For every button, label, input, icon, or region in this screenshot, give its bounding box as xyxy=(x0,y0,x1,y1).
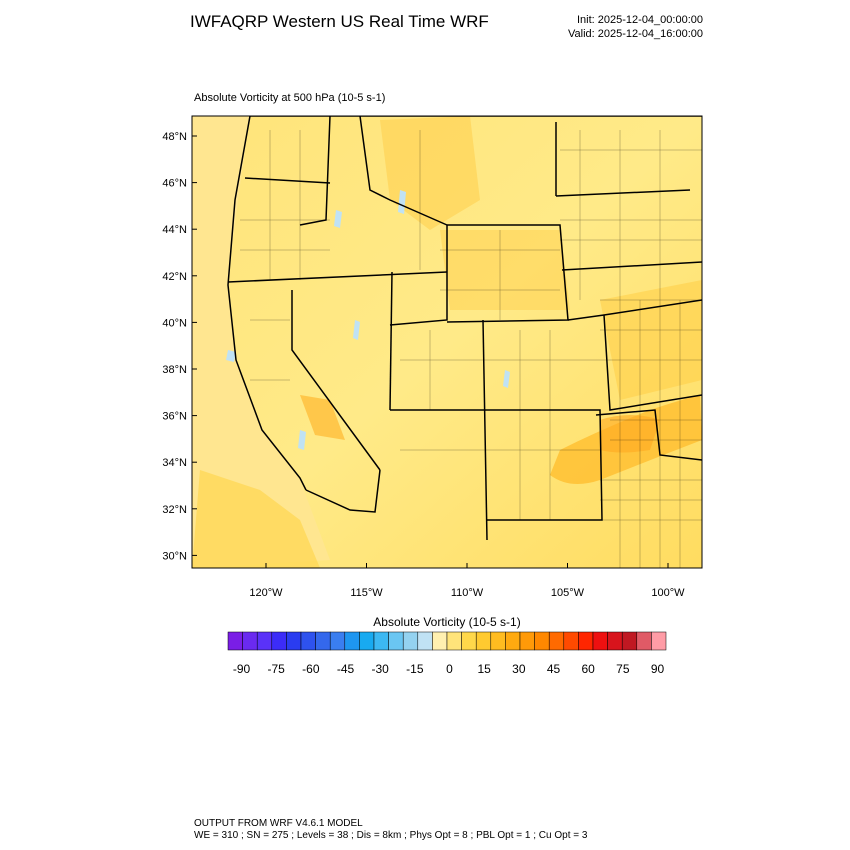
colorbar-box xyxy=(344,631,360,651)
colorbar-title: Absolute Vorticity (10-5 s-1) xyxy=(373,615,520,629)
lat-label: 40°N xyxy=(162,317,187,329)
colorbar-tick-label: -90 xyxy=(233,662,251,676)
colorbar-box xyxy=(461,631,477,651)
colorbar-box xyxy=(548,631,565,651)
lat-label: 46°N xyxy=(162,178,187,190)
init-time: Init: 2025-12-04_00:00:00 xyxy=(577,14,703,26)
colorbar-box xyxy=(563,631,579,651)
colorbar-box xyxy=(329,631,346,651)
footer-line: WE = 310 ; SN = 275 ; Levels = 38 ; Dis … xyxy=(194,830,588,841)
colorbar-box xyxy=(490,631,506,651)
lat-label: 36°N xyxy=(162,411,187,423)
colorbar-box xyxy=(607,631,623,651)
lat-label: 32°N xyxy=(162,504,187,516)
map-title: Absolute Vorticity at 500 hPa (10-5 s-1) xyxy=(194,92,385,104)
lon-label: 110°W xyxy=(451,587,484,599)
colorbar-box xyxy=(578,631,594,651)
lon-label: 115°W xyxy=(350,587,383,599)
colorbar-box xyxy=(505,631,521,651)
colorbar-tick-label: 60 xyxy=(581,662,595,676)
colorbar-tick-label: 90 xyxy=(651,662,665,676)
colorbar-box xyxy=(300,631,316,651)
colorbar-box xyxy=(315,631,331,651)
lon-label: 105°W xyxy=(551,587,585,599)
colorbar-box xyxy=(636,631,652,651)
lat-label: 42°N xyxy=(162,271,187,283)
valid-time: Valid: 2025-12-04_16:00:00 xyxy=(568,28,703,40)
colorbar-tick-label: -75 xyxy=(267,662,285,676)
colorbar-box xyxy=(519,631,535,651)
colorbar-box xyxy=(271,631,287,651)
colorbar-tick-label: -45 xyxy=(337,662,355,676)
colorbar-box xyxy=(475,631,492,651)
footer-line: OUTPUT FROM WRF V4.6.1 MODEL xyxy=(194,818,363,829)
colorbar-box xyxy=(286,631,302,651)
colorbar-tick-label: -15 xyxy=(406,662,424,676)
map-frame xyxy=(191,115,703,569)
colorbar-tick-label: 75 xyxy=(616,662,630,676)
colorbar-tick-label: 30 xyxy=(512,662,526,676)
colorbar-box xyxy=(402,631,419,651)
map xyxy=(192,116,702,568)
colorbar-box xyxy=(373,631,389,651)
colorbar-box xyxy=(417,631,433,651)
colorbar-box xyxy=(621,631,638,651)
colorbar-box xyxy=(432,631,448,651)
colorbar-box xyxy=(227,631,243,651)
colorbar-box xyxy=(446,631,462,651)
lat-label: 44°N xyxy=(162,224,187,236)
colorbar-tick-label: -60 xyxy=(302,662,320,676)
lon-label: 120°W xyxy=(249,587,283,599)
colorbar-box xyxy=(359,631,375,651)
colorbar-tick-label: 0 xyxy=(446,662,453,676)
colorbar-box xyxy=(592,631,608,651)
colorbar-tick-label: 15 xyxy=(477,662,491,676)
colorbar-tick-label: 45 xyxy=(547,662,561,676)
lat-label: 30°N xyxy=(162,550,187,562)
colorbar-box xyxy=(534,631,550,651)
colorbar-box xyxy=(242,631,258,651)
colorbar-box xyxy=(388,631,404,651)
colorbar-box xyxy=(256,631,273,651)
lat-label: 48°N xyxy=(162,131,187,143)
title: IWFAQRP Western US Real Time WRF xyxy=(190,12,489,31)
lat-label: 34°N xyxy=(162,457,187,469)
colorbar-tick-label: -30 xyxy=(371,662,389,676)
colorbar-box xyxy=(651,631,667,651)
lat-label: 38°N xyxy=(162,364,187,376)
lon-label: 100°W xyxy=(651,587,685,599)
